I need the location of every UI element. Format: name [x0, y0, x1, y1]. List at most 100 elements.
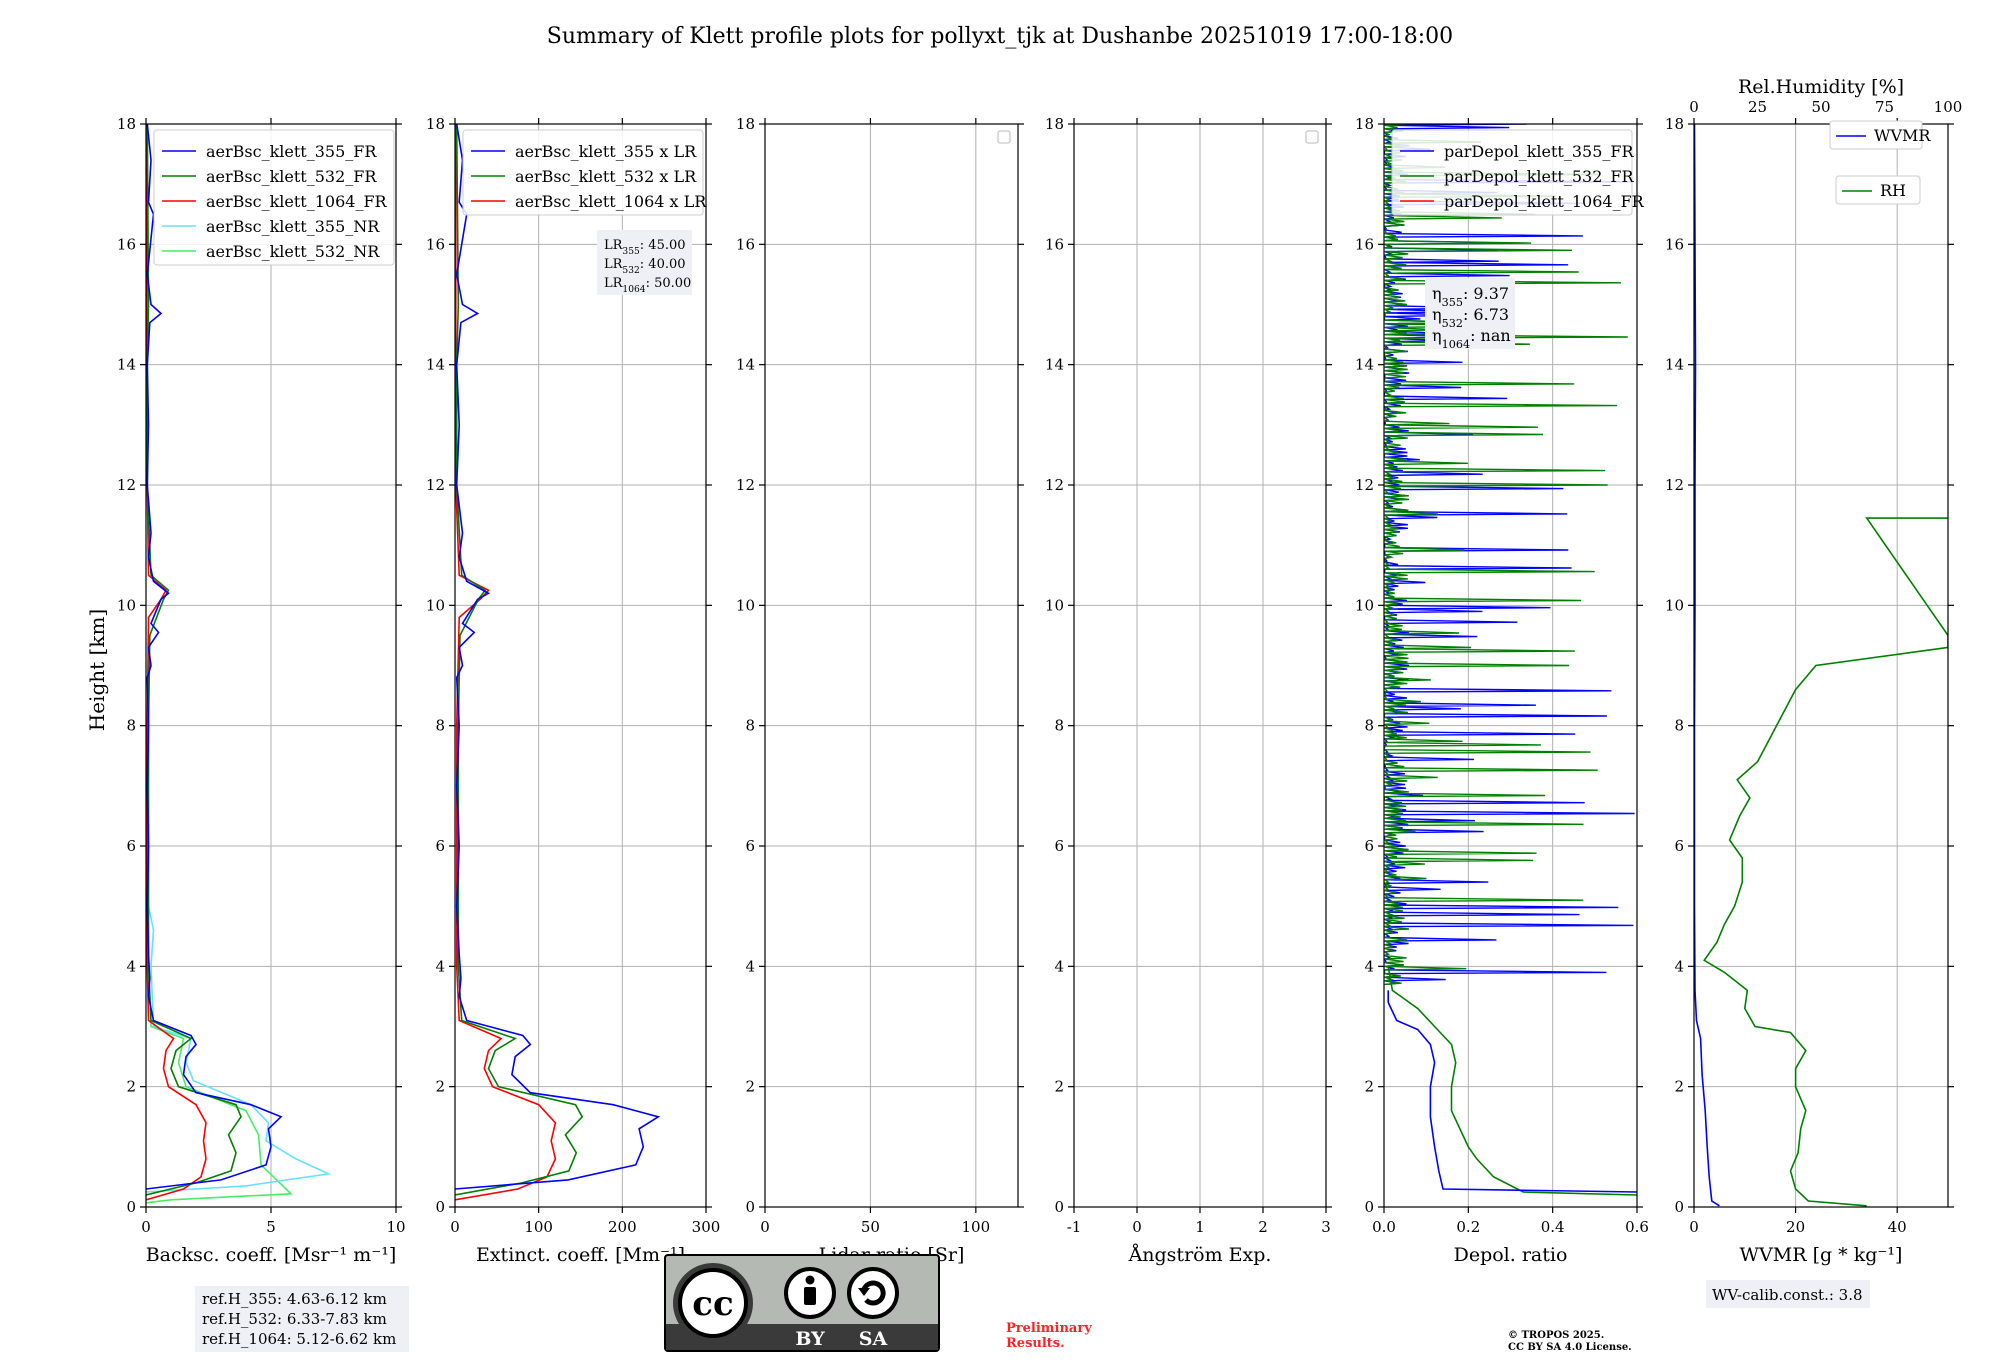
y-tick-label: 12 — [1665, 476, 1684, 494]
legend-entry: parDepol_klett_1064_FR — [1444, 192, 1645, 211]
y-tick-label: 10 — [736, 596, 755, 614]
sa-share-icon — [847, 1267, 899, 1319]
series-group — [455, 124, 661, 1201]
sa-share-arrowhead — [858, 1288, 870, 1296]
annotation-bg — [1706, 1280, 1870, 1308]
x-tick-label: 5 — [266, 1218, 276, 1236]
legend-entry: aerBsc_klett_355_FR — [206, 142, 377, 161]
y-tick-label: 4 — [435, 957, 445, 975]
y-tick-label: 10 — [117, 596, 136, 614]
y-tick-label: 12 — [1355, 476, 1374, 494]
annotation-box: WV-calib.const.: 3.8 — [1706, 1280, 1870, 1308]
series-group — [1384, 124, 1637, 1196]
x-tick-label: 300 — [692, 1218, 721, 1236]
y-tick-label: 2 — [745, 1078, 755, 1096]
sa-share-arrow — [861, 1280, 886, 1306]
top-tick-label: 25 — [1748, 98, 1767, 116]
y-tick-label: 14 — [117, 356, 136, 374]
legend: parDepol_klett_355_FR parDepol_klett_532_… — [1391, 129, 1645, 216]
y-tick-label: 12 — [117, 476, 136, 494]
y-tick-label: 18 — [1665, 115, 1684, 133]
legend-entry: WVMR — [1874, 126, 1931, 145]
y-tick-label: 16 — [736, 235, 755, 253]
copyright-line-2: CC BY SA 4.0 License. — [1508, 1342, 1632, 1353]
y-tick-label: 16 — [1355, 235, 1374, 253]
x-tick-label: 40 — [1888, 1218, 1907, 1236]
top-axis-label: Rel.Humidity [%] — [1738, 76, 1904, 98]
series-532 — [1387, 966, 1637, 1196]
y-tick-label: 6 — [126, 837, 136, 855]
y-tick-label: 12 — [736, 476, 755, 494]
x-tick-label: 0.4 — [1541, 1218, 1565, 1236]
y-tick-label: 18 — [1355, 115, 1374, 133]
y-tick-label: 2 — [126, 1078, 136, 1096]
annotation-bg — [195, 1286, 409, 1352]
y-tick-label: 16 — [1045, 235, 1064, 253]
annotation-line: ref.H_1064: 5.12-6.62 km — [202, 1330, 396, 1348]
y-tick-label: 2 — [1364, 1078, 1374, 1096]
x-tick-label: 0 — [1132, 1218, 1142, 1236]
y-tick-label: 18 — [117, 115, 136, 133]
cc-icon-text: cc — [692, 1284, 733, 1324]
y-tick-label: 12 — [426, 476, 445, 494]
by-label: BY — [795, 1328, 825, 1350]
legend-entry: aerBsc_klett_532_FR — [206, 167, 377, 186]
y-tick-label: 0 — [1674, 1198, 1684, 1216]
legend-entry: parDepol_klett_355_FR — [1444, 142, 1635, 161]
cc-license-logo[interactable]: cc BY SA — [664, 1254, 940, 1352]
parameter-label: LR1064: 50.00 — [604, 276, 691, 295]
x-tick-label: 0.2 — [1456, 1218, 1480, 1236]
empty-legend-box — [997, 130, 1011, 144]
y-tick-label: 16 — [117, 235, 136, 253]
legend: aerBsc_klett_355_FR aerBsc_klett_532_FRae… — [153, 129, 395, 266]
parameter-label: η355: 9.37 — [1432, 284, 1509, 309]
x-axis-label: WVMR [g * kg⁻¹] — [1740, 1244, 1903, 1266]
x-tick-label: 0 — [760, 1218, 770, 1236]
annotation-box: ref.H_355: 4.63-6.12 km ref.H_532: 6.33-7… — [195, 1286, 409, 1352]
legend-entry: RH — [1880, 181, 1906, 200]
y-tick-label: 0 — [126, 1198, 136, 1216]
series-aerBsc_klett_355_FR — [146, 124, 283, 1190]
y-tick-label: 10 — [1355, 596, 1374, 614]
y-tick-label: 14 — [1355, 356, 1374, 374]
x-tick-label: 0.6 — [1625, 1218, 1649, 1236]
label-box — [597, 230, 692, 295]
panel-bsc: 0 2 4 6 8 10 12 14 16 18 0 5 10 Backsc. coeff. [Msr⁻¹… — [117, 115, 409, 1352]
y-tick-label: 4 — [126, 957, 136, 975]
y-tick-label: 10 — [1665, 596, 1684, 614]
y-tick-label: 8 — [126, 717, 136, 735]
y-tick-label: 8 — [1674, 717, 1684, 735]
sa-label: SA — [859, 1328, 888, 1350]
x-tick-label: 0 — [1689, 1218, 1699, 1236]
noise-series-green — [1384, 124, 1628, 986]
legend-box — [153, 129, 395, 266]
x-tick-label: 20 — [1786, 1218, 1805, 1236]
y-tick-label: 18 — [736, 115, 755, 133]
legend-box — [1835, 175, 1921, 205]
y-tick-label: 14 — [1665, 356, 1684, 374]
plot-frame — [454, 123, 707, 1208]
y-tick-label: 14 — [426, 356, 445, 374]
y-tick-label: 0 — [1364, 1198, 1374, 1216]
y-tick-label: 6 — [1054, 837, 1064, 855]
y-tick-label: 18 — [1045, 115, 1064, 133]
preliminary-line-1: Preliminary — [1006, 1321, 1092, 1336]
by-person-body — [804, 1287, 816, 1305]
y-tick-label: 4 — [1054, 957, 1064, 975]
legend-box — [1391, 129, 1633, 216]
copyright-line-1: © TROPOS 2025. — [1508, 1330, 1604, 1341]
x-tick-label: 0 — [450, 1218, 460, 1236]
y-tick-label: 8 — [435, 717, 445, 735]
y-tick-label: 8 — [1054, 717, 1064, 735]
shared-y-label: Height [km] — [85, 609, 109, 731]
x-tick-label: 100 — [962, 1218, 991, 1236]
y-tick-label: 12 — [1045, 476, 1064, 494]
x-axis-label: Ångström Exp. — [1128, 1244, 1272, 1266]
legend-box — [1829, 120, 1923, 150]
x-tick-label: 50 — [861, 1218, 880, 1236]
y-tick-label: 16 — [1665, 235, 1684, 253]
legend-box — [462, 129, 704, 216]
top-tick-label: 50 — [1811, 98, 1830, 116]
series-aerBsc_klett_532_NR — [146, 906, 293, 1204]
annotation-line: ref.H_532: 6.33-7.83 km — [202, 1310, 387, 1328]
